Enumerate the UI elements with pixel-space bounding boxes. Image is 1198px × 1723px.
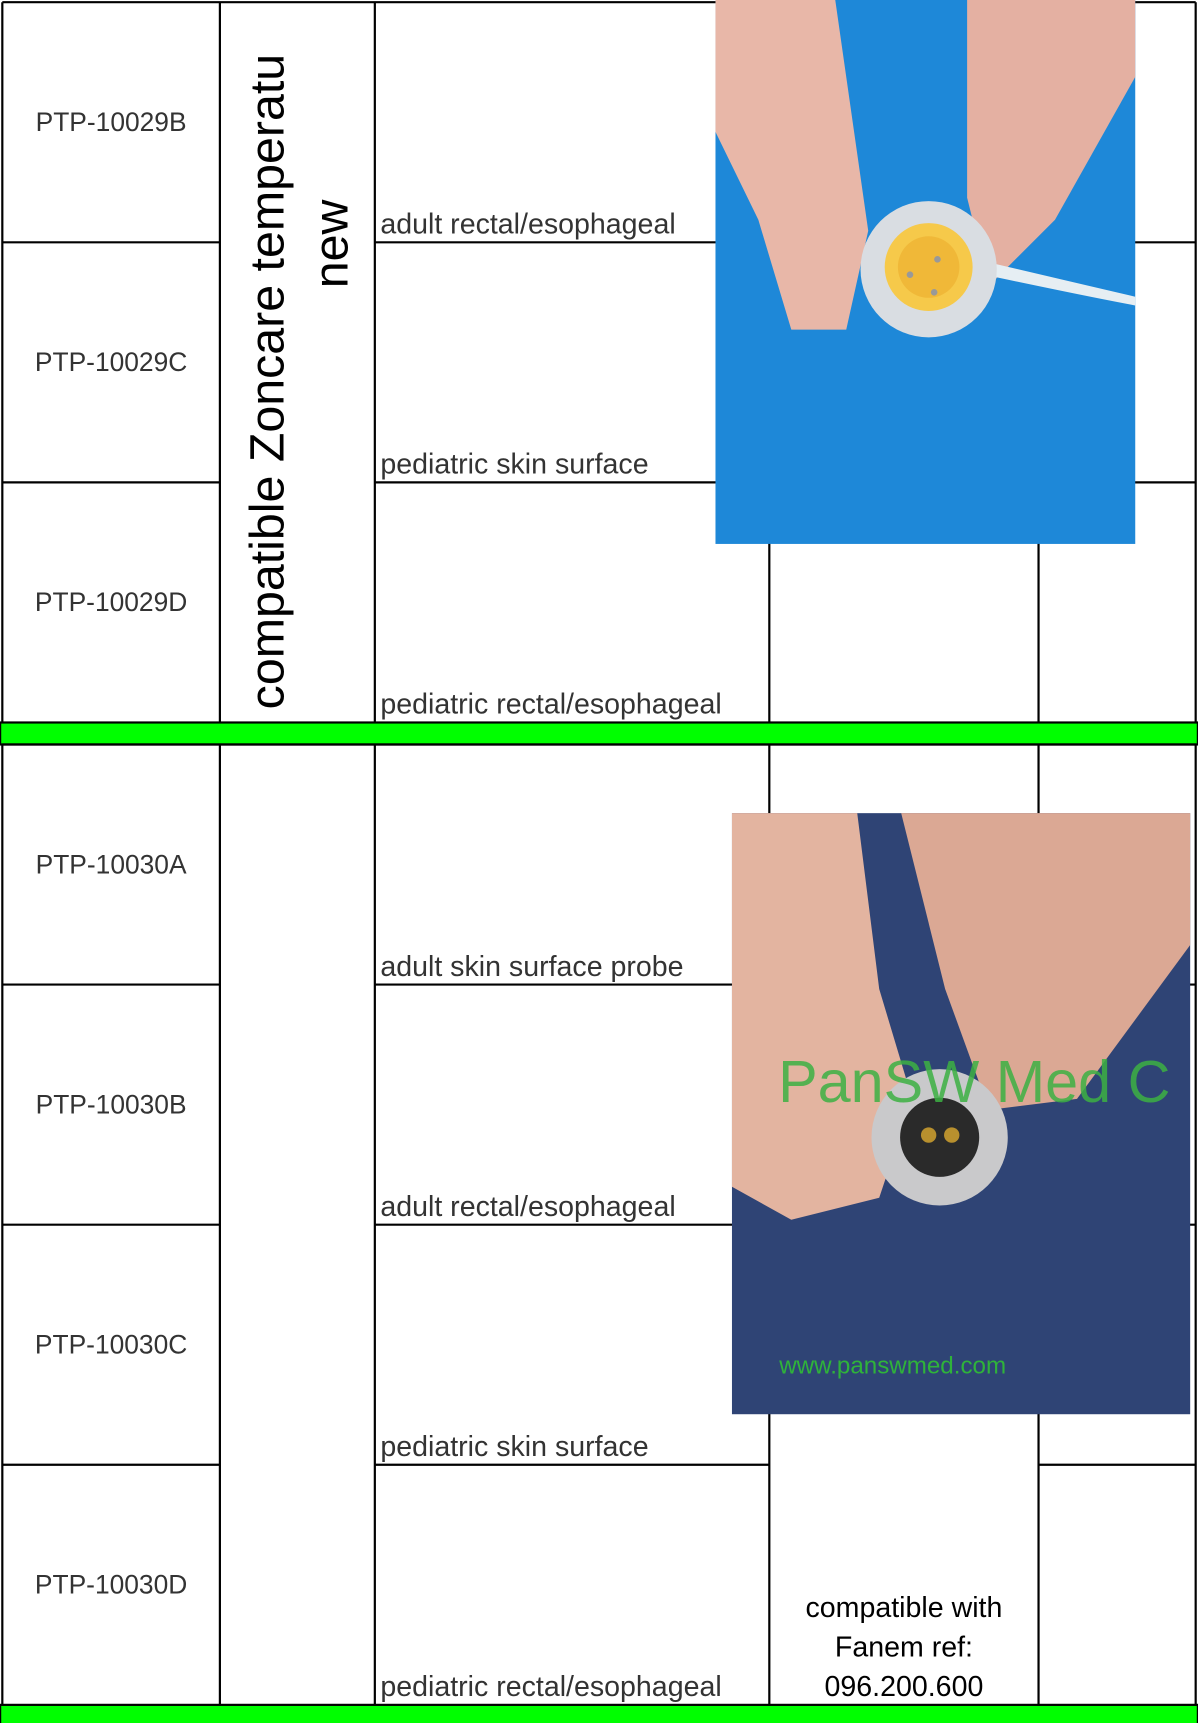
note-line: 096.200.600 [825,1671,984,1703]
product-code: PTP-10029B [36,107,187,137]
description: pediatric rectal/esophageal [380,689,721,721]
product-code: PTP-10029D [35,587,187,617]
description: pediatric rectal/esophageal [380,1671,721,1703]
product-code: PTP-10029C [35,347,187,377]
note-line: compatible with [806,1592,1003,1624]
description: pediatric skin surface [380,1431,648,1463]
group-separator [0,1703,1198,1723]
cell-texts: PTP-10029B adult rectal/esophageal PTP-100… [35,54,1002,1703]
product-name-line: new [304,199,358,289]
product-name-line: compatible Zoncare temperatu [241,54,295,709]
product-code: PTP-10030D [35,1570,187,1600]
photo-connector-yellow [715,0,1136,544]
group-separator [0,721,1198,746]
watermark-brand: PanSW Med C [778,1048,1170,1115]
description: adult rectal/esophageal [380,209,675,241]
description: adult skin surface probe [380,951,683,983]
product-code: PTP-10030A [36,849,187,879]
watermark-url: www.panswmed.com [778,1353,1006,1380]
photo-connector-grey [731,813,1191,1415]
product-name: compatible Zoncare temperatu new [241,54,359,709]
product-code: PTP-10030C [35,1330,187,1360]
note-line: Fanem ref: [835,1632,973,1664]
product-code: PTP-10030B [36,1089,187,1119]
description: pediatric skin surface [380,449,648,481]
description: adult rectal/esophageal [380,1191,675,1223]
